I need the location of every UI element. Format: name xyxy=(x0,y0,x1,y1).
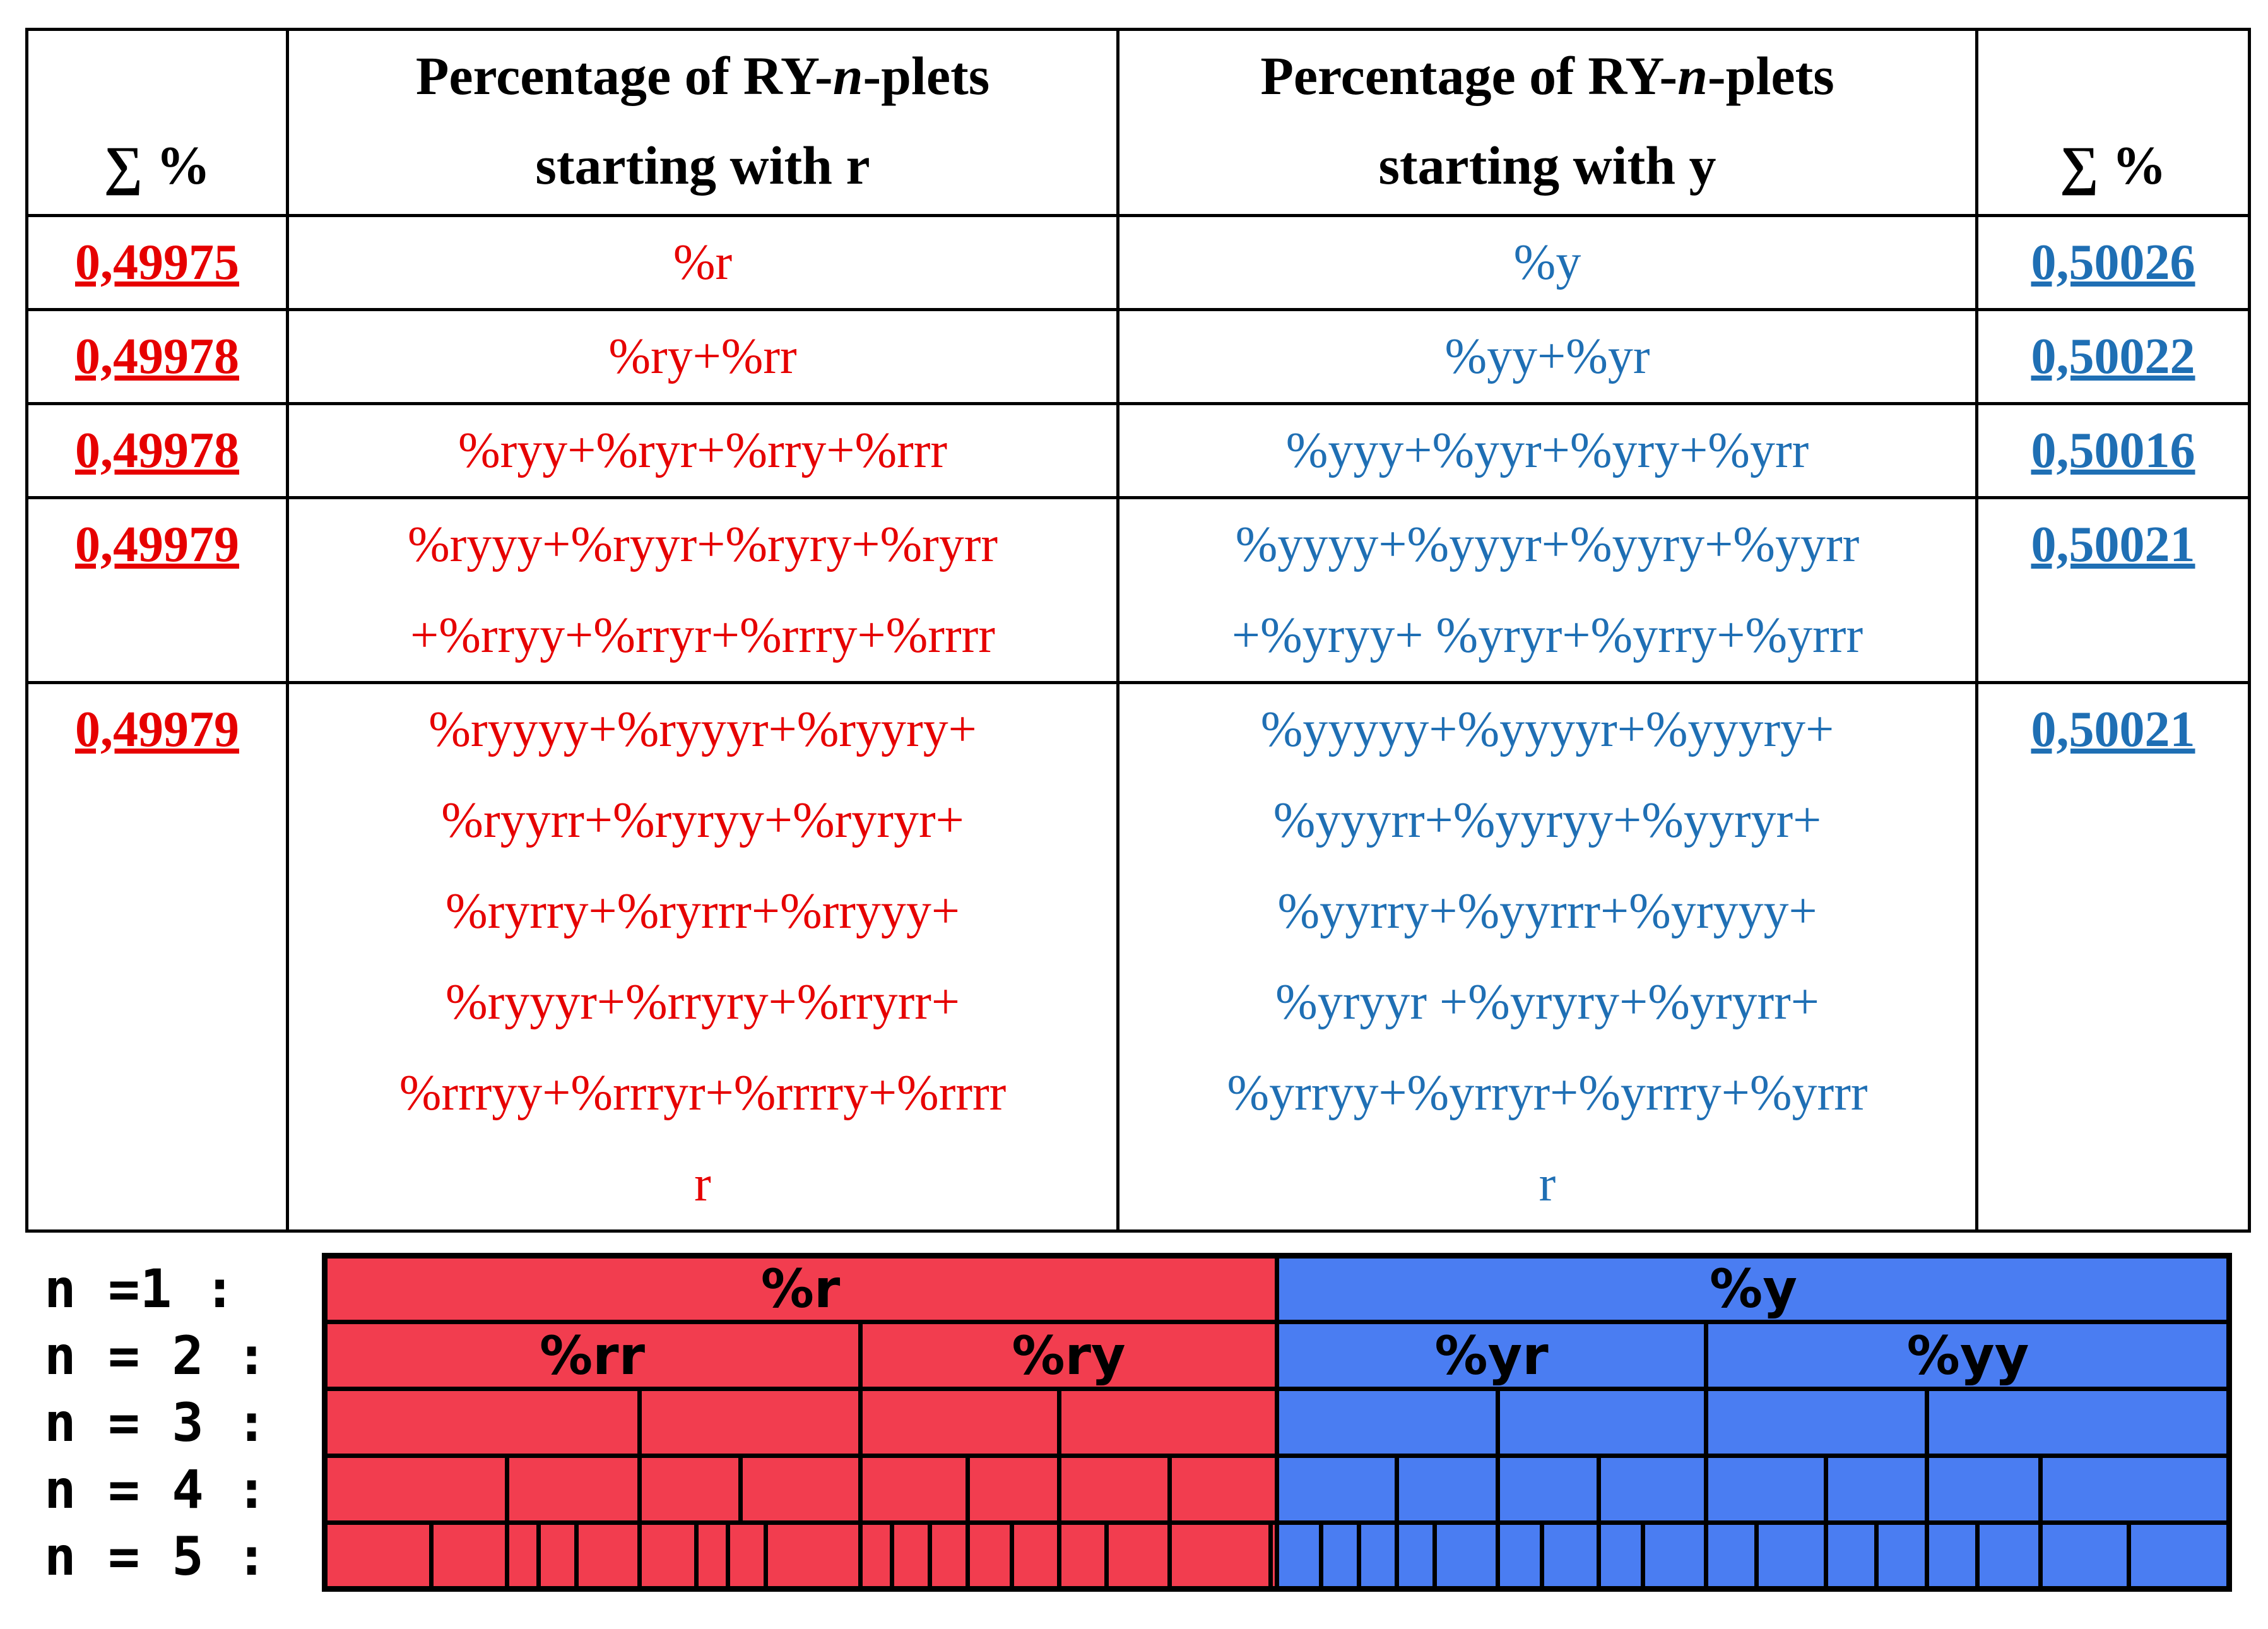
tree-box-label: %ry xyxy=(1012,1324,1126,1387)
tree-box-label: %r xyxy=(760,1257,841,1320)
tree-box-n2: %rr xyxy=(322,1320,863,1391)
sum-r-value: 0,49978 xyxy=(25,308,289,405)
y-expression: %y xyxy=(1116,214,1978,311)
tree-box-n5 xyxy=(1597,1520,1645,1592)
sum-y-value: 0,50021 xyxy=(1975,681,2251,1233)
col-r-header: Percentage of RY-n-plets starting with r xyxy=(286,28,1119,217)
y-expression-line: %y xyxy=(1513,235,1581,290)
y-expression: %yyyy+%yyyr+%yyry+%yyrr +%yryy+ %yryr+%yr… xyxy=(1116,496,1978,684)
r-expression: %r xyxy=(286,214,1119,311)
r-expression-line: %r xyxy=(673,235,733,290)
tree-box-n2: %yr xyxy=(1275,1320,1708,1391)
y-expression-line: %yryyr +%yryry+%yryrr+ xyxy=(1275,974,1819,1030)
r-expression-line: %ryyyy+%ryyyr+%ryyry+ xyxy=(428,702,977,757)
y-expression-line: %yyyrr+%yyryy+%yyryr+ xyxy=(1273,793,1822,848)
r-expression: %ryy+%ryr+%rry+%rrr xyxy=(286,402,1119,499)
row-label-n4: n = 4 : xyxy=(44,1459,268,1520)
tree-box-n5 xyxy=(1641,1520,1708,1592)
tree-box-n5 xyxy=(429,1520,509,1592)
r-expression-line: %ryyrr+%ryryy+%ryryr+ xyxy=(441,793,964,848)
ry-tree: %r %y %rr %ry %yr %yy xyxy=(322,1253,2232,1619)
row-label-n5: n = 5 : xyxy=(44,1525,268,1587)
ry-tree-diagram: n =1 :n = 2 :n = 3 :n = 4 :n = 5 : %r %y%… xyxy=(38,1253,2240,1619)
r-expression-line: +%rryy+%rryr+%rrry+%rrrr xyxy=(410,608,995,663)
sum-r-value: 0,49979 xyxy=(25,681,289,1233)
col-y-header: Percentage of RY-n-plets starting with y xyxy=(1116,28,1978,217)
tree-box-n5 xyxy=(1395,1520,1437,1592)
sum-y-value: 0,50022 xyxy=(1975,308,2251,405)
r-expression: %ry+%rr xyxy=(286,308,1119,405)
tree-box-n5 xyxy=(1010,1520,1061,1592)
table-row: 0,49979 %ryyyy+%ryyyr+%ryyry+ %ryyrr+%ryry… xyxy=(25,681,2251,1233)
r-expression-line: %ryrry+%ryrrr+%rryyy+ xyxy=(445,884,960,939)
y-expression: %yy+%yr xyxy=(1116,308,1978,405)
tree-box-n2: %yy xyxy=(1704,1320,2232,1391)
y-expression-line: %yyyyy+%yyyyr+%yyyry+ xyxy=(1260,702,1834,757)
table-row: 0,49978 %ry+%rr %yy+%yr 0,50022 xyxy=(25,308,2251,405)
tree-box-n3 xyxy=(1057,1387,1279,1458)
sum-y-value: 0,50021 xyxy=(1975,496,2251,684)
tree-box-n2: %ry xyxy=(858,1320,1279,1391)
sum-y-value: 0,50026 xyxy=(1975,214,2251,311)
tree-box-n5 xyxy=(1754,1520,1828,1592)
sum-r-value: 0,49978 xyxy=(25,402,289,499)
row-label-n1: n =1 : xyxy=(44,1258,236,1320)
y-expression-line: +%yryy+ %yryr+%yrry+%yrrr xyxy=(1231,608,1863,663)
r-expression-line: r xyxy=(694,1156,711,1212)
r-expression-line: %ryy+%ryr+%rry+%rrr xyxy=(458,423,948,478)
row-label-n2: n = 2 : xyxy=(44,1325,268,1387)
ry-nplets-table: ∑ % Percentage of RY-n-plets starting wi… xyxy=(25,28,2251,1233)
r-expression-line: %ryyyr+%rryry+%rryrr+ xyxy=(445,974,960,1030)
r-expression: %ryyyy+%ryyyr+%ryyry+ %ryyrr+%ryryy+%ryry… xyxy=(286,681,1119,1233)
r-expression: %ryyy+%ryyr+%ryry+%ryrr +%rryy+%rryr+%rrr… xyxy=(286,496,1119,684)
table-row: 0,49978 %ryy+%ryr+%rry+%rrr %yyy+%yyr+%yry… xyxy=(25,402,2251,499)
y-expression: %yyyyy+%yyyyr+%yyyry+ %yyyrr+%yyryy+%yyry… xyxy=(1116,681,1978,1233)
y-expression-line: %yyyy+%yyyr+%yyry+%yyrr xyxy=(1235,517,1860,572)
y-expression-line: %yyy+%yyr+%yry+%yrr xyxy=(1285,423,1809,478)
tree-box-label: %y xyxy=(1710,1257,1797,1320)
table-row: 0,49975 %r %y 0,50026 xyxy=(25,214,2251,311)
sum-left-header: ∑ % xyxy=(25,28,289,217)
tree-frame xyxy=(322,1253,2232,1592)
sum-r-value: 0,49979 xyxy=(25,496,289,684)
y-expression-line: %yy+%yr xyxy=(1444,329,1650,384)
table-row: 0,49979 %ryyy+%ryyr+%ryry+%ryrr +%rryy+%rr… xyxy=(25,496,2251,684)
y-expression: %yyy+%yyr+%yry+%yrr xyxy=(1116,402,1978,499)
tree-box-label: %rr xyxy=(539,1324,645,1387)
tree-box-n5 xyxy=(1540,1520,1601,1592)
r-expression-line: %ryyy+%ryyr+%ryry+%ryrr xyxy=(407,517,998,572)
y-expression-line: %yyrry+%yyrrr+%yryyy+ xyxy=(1277,884,1817,939)
sum-y-value: 0,50016 xyxy=(1975,402,2251,499)
table-header-row: ∑ % Percentage of RY-n-plets starting wi… xyxy=(25,28,2251,217)
y-expression-line: r xyxy=(1539,1156,1556,1212)
y-expression-line: %yrryy+%yrryr+%yrrry+%yrrr xyxy=(1227,1065,1868,1121)
tree-box-label: %yy xyxy=(1906,1324,2029,1387)
row-label-n3: n = 3 : xyxy=(44,1392,268,1454)
tree-box-n4 xyxy=(1597,1454,1708,1525)
r-expression-line: %rrryy+%rrryr+%rrrry+%rrrr xyxy=(399,1065,1007,1121)
r-expression-line: %ry+%rr xyxy=(608,329,797,384)
sum-r-value: 0,49975 xyxy=(25,214,289,311)
sum-right-header: ∑ % xyxy=(1975,28,2251,217)
tree-box-n4 xyxy=(858,1454,970,1525)
tree-box-label: %yr xyxy=(1434,1324,1549,1387)
